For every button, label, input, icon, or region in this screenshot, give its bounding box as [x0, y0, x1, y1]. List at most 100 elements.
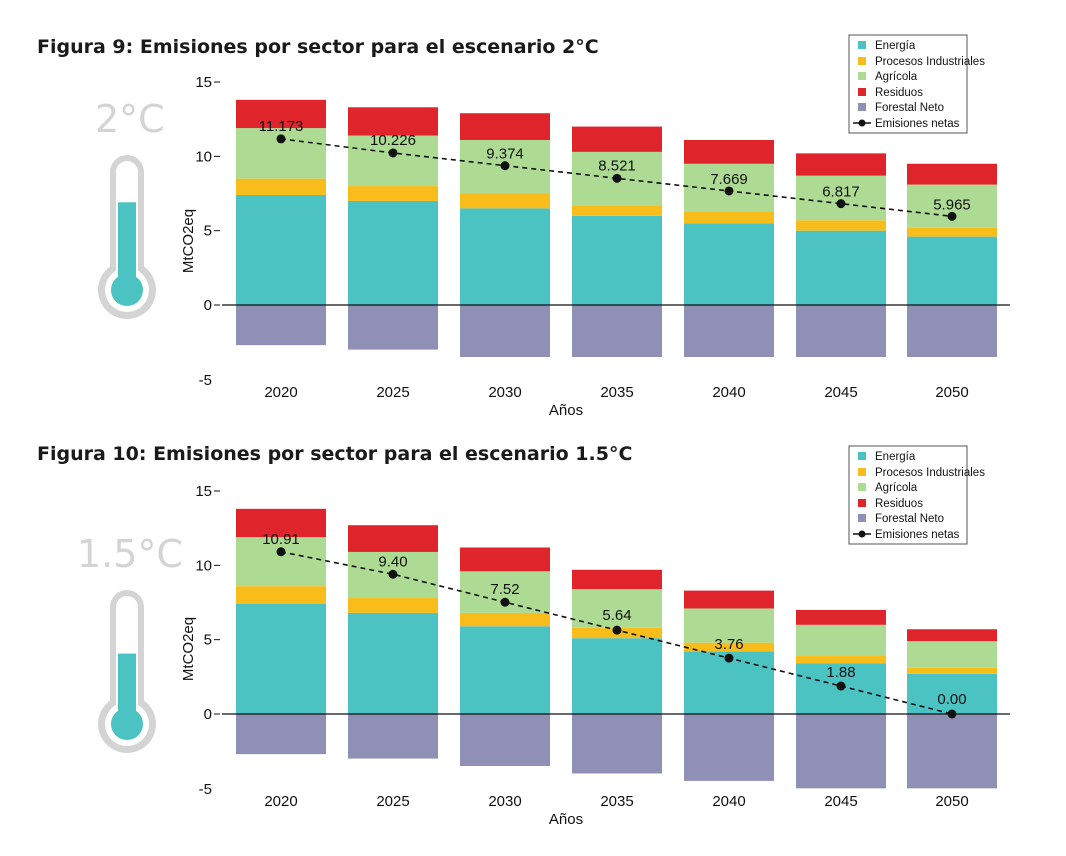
- thermometer-label-2c: 2°C: [95, 97, 165, 141]
- net-emissions-point: [836, 199, 846, 209]
- net-emissions-label: 6.817: [822, 184, 860, 201]
- legend-label-agricola: Agrícola: [875, 482, 918, 494]
- bar-segment-forestal: [572, 305, 662, 358]
- legend-swatch-procesos: [858, 57, 866, 65]
- bar-segment-agricola: [348, 135, 438, 187]
- legend-label-energia: Energía: [875, 40, 916, 52]
- legend-label-emisiones: Emisiones netas: [875, 118, 960, 130]
- bar-segment-energia: [460, 208, 550, 305]
- y-axis-label: MtCO2eq: [180, 209, 197, 273]
- legend-swatch-forestal: [858, 514, 866, 522]
- legend-label-forestal: Forestal Neto: [875, 513, 944, 525]
- legend-label-forestal: Forestal Neto: [875, 102, 944, 114]
- bar-segment-agricola: [572, 589, 662, 628]
- bar-segment-forestal: [460, 305, 550, 358]
- net-emissions-label: 9.40: [378, 553, 407, 570]
- bar-segment-energia: [348, 200, 438, 305]
- x-tick-label: 2035: [600, 793, 633, 810]
- legend-swatch-forestal: [858, 103, 866, 111]
- net-emissions-point: [276, 134, 286, 144]
- bar-segment-residuos: [236, 508, 326, 538]
- bar-segment-procesos: [236, 586, 326, 604]
- bar-segment-residuos: [796, 609, 886, 625]
- x-tick-label: 2020: [264, 793, 297, 810]
- bar-segment-residuos: [348, 107, 438, 136]
- bar-segment-energia: [460, 626, 550, 714]
- figure-9: Figura 9: Emisiones por sector para el e…: [37, 34, 1010, 419]
- bar-segment-energia: [684, 223, 774, 305]
- legend-box: [848, 445, 968, 545]
- x-tick-label: 2045: [824, 384, 857, 401]
- bar-segment-residuos: [572, 126, 662, 152]
- thermometer-level: [118, 653, 136, 724]
- y-tick-label: 5: [204, 632, 212, 649]
- bar-segment-forestal: [684, 305, 774, 358]
- bar-segment-procesos: [460, 193, 550, 209]
- legend-swatch-energia: [858, 452, 866, 460]
- bar-segment-residuos: [460, 547, 550, 572]
- net-emissions-point: [500, 161, 510, 171]
- x-tick-label: 2030: [488, 384, 521, 401]
- legend-label-emisiones: Emisiones netas: [875, 529, 960, 541]
- net-emissions-point: [388, 569, 398, 579]
- bar-segment-residuos: [348, 525, 438, 552]
- legend-box: [848, 34, 968, 134]
- x-tick-label: 2045: [824, 793, 857, 810]
- legend-swatch-procesos: [858, 468, 866, 476]
- bar-segment-procesos: [907, 227, 997, 237]
- bar-segment-forestal: [796, 714, 886, 789]
- bar-segment-forestal: [907, 714, 997, 789]
- bar-segment-procesos: [796, 220, 886, 231]
- thermometer-icon: [98, 155, 156, 319]
- net-emissions-label: 10.91: [262, 531, 300, 548]
- net-emissions-point: [612, 173, 622, 183]
- x-tick-label: 2035: [600, 384, 633, 401]
- bar-segment-residuos: [907, 163, 997, 185]
- x-tick-label: 2025: [376, 793, 409, 810]
- figure-9-thermometer: 2°C: [95, 97, 165, 319]
- net-emissions-label: 10.226: [370, 132, 416, 149]
- bar-segment-agricola: [796, 624, 886, 657]
- bar-segment-procesos: [348, 186, 438, 201]
- net-emissions-label: 11.173: [259, 118, 304, 135]
- bar-segment-energia: [572, 215, 662, 305]
- bar-segment-procesos: [348, 598, 438, 613]
- bar-segment-residuos: [684, 139, 774, 164]
- legend-label-residuos: Residuos: [875, 498, 923, 510]
- bar-segment-agricola: [684, 608, 774, 643]
- bar-segment-agricola: [907, 641, 997, 668]
- bar-segment-energia: [572, 638, 662, 714]
- bar-segment-energia: [907, 236, 997, 305]
- net-emissions-label: 9.374: [486, 146, 524, 163]
- y-tick-label: 0: [204, 706, 212, 723]
- bar-segment-procesos: [460, 612, 550, 627]
- bar-segment-procesos: [684, 211, 774, 224]
- net-emissions-label: 5.965: [933, 196, 971, 213]
- bar-segment-forestal: [684, 714, 774, 781]
- net-emissions-point: [276, 547, 286, 557]
- bar-segment-energia: [236, 603, 326, 714]
- thermometer-level: [118, 202, 136, 290]
- bar-segment-procesos: [796, 656, 886, 664]
- legend-label-agricola: Agrícola: [875, 71, 918, 83]
- x-tick-label: 2030: [488, 793, 521, 810]
- net-emissions-label: 5.64: [602, 607, 631, 624]
- y-tick-label: 10: [195, 557, 212, 574]
- bar-segment-forestal: [236, 714, 326, 755]
- y-tick-label: -5: [199, 372, 212, 389]
- y-tick-label: 5: [204, 223, 212, 240]
- bar-segment-residuos: [907, 629, 997, 642]
- bar-segment-forestal: [460, 714, 550, 767]
- bar-segment-energia: [348, 612, 438, 714]
- x-tick-label: 2040: [712, 793, 745, 810]
- legend-swatch-residuos: [858, 499, 866, 507]
- y-tick-label: 15: [195, 74, 212, 91]
- net-emissions-label: 8.521: [598, 157, 636, 174]
- figure-10-thermometer: 1.5°C: [77, 532, 183, 753]
- bar-segment-procesos: [236, 178, 326, 195]
- bar-segment-residuos: [796, 153, 886, 176]
- x-tick-label: 2050: [935, 793, 968, 810]
- bar-segment-forestal: [348, 305, 438, 350]
- net-emissions-point: [947, 709, 957, 719]
- legend-swatch-agricola: [858, 72, 866, 80]
